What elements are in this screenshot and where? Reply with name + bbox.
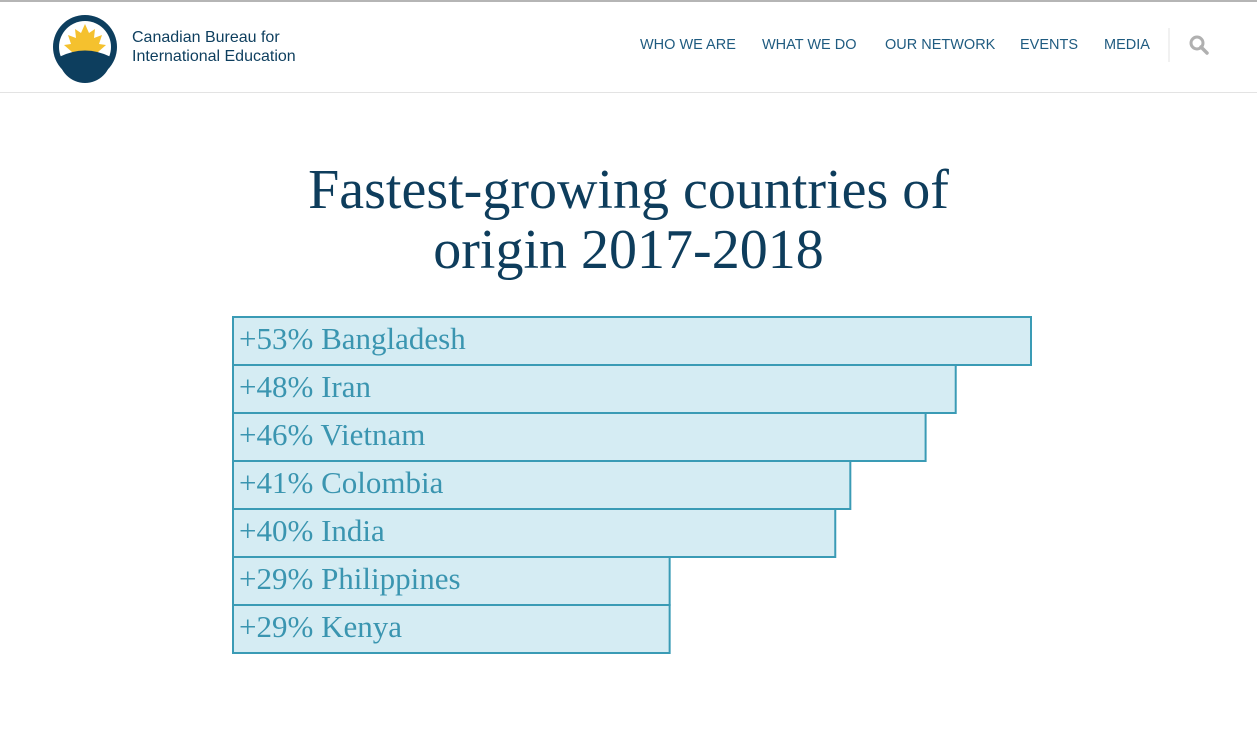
category-label: Colombia bbox=[321, 465, 444, 500]
nav-link[interactable]: EVENTS bbox=[1020, 37, 1078, 53]
bar-label: +41% Colombia bbox=[239, 465, 444, 500]
category-label: Vietnam bbox=[321, 417, 426, 452]
logo-base bbox=[59, 50, 111, 83]
bar-label: +29% Philippines bbox=[239, 561, 461, 596]
title-block: Fastest-growing countries of origin 2017… bbox=[0, 160, 1257, 280]
category-label: Iran bbox=[321, 369, 371, 404]
value-label: +46% bbox=[239, 417, 313, 452]
category-label: India bbox=[321, 513, 385, 548]
category-label: Bangladesh bbox=[321, 321, 466, 356]
category-label: Kenya bbox=[321, 609, 402, 644]
nav-link[interactable]: MEDIA bbox=[1104, 37, 1150, 53]
top-border bbox=[0, 0, 1257, 2]
bar bbox=[232, 412, 927, 462]
value-label: +40% bbox=[239, 513, 313, 548]
bar bbox=[232, 604, 671, 654]
chart: +53% Bangladesh+48% Iran+46% Vietnam+41%… bbox=[232, 316, 1032, 654]
chart-title: Fastest-growing countries of origin 2017… bbox=[308, 159, 949, 281]
value-label: +29% bbox=[239, 609, 313, 644]
nav-link[interactable]: OUR NETWORK bbox=[885, 37, 996, 53]
bar-label: +40% India bbox=[239, 513, 385, 548]
bar bbox=[232, 364, 957, 414]
bar bbox=[232, 556, 671, 606]
org-name: International Education bbox=[132, 48, 296, 65]
nav-link[interactable]: WHO WE ARE bbox=[640, 37, 736, 53]
bar bbox=[232, 508, 837, 558]
category-label: Philippines bbox=[321, 561, 461, 596]
search-icon[interactable] bbox=[1189, 35, 1209, 55]
nav-link[interactable]: WHAT WE DO bbox=[762, 37, 857, 53]
bar bbox=[232, 460, 852, 510]
value-label: +48% bbox=[239, 369, 313, 404]
value-label: +41% bbox=[239, 465, 313, 500]
value-label: +29% bbox=[239, 561, 313, 596]
search-handle bbox=[1199, 45, 1209, 55]
nav-bar: WHO WE ARE WHAT WE DO OUR NETWORK EVENTS MED… bbox=[640, 37, 1150, 53]
value-label: +53% bbox=[239, 321, 313, 356]
logo[interactable]: Canadian Bureau for International Educat… bbox=[53, 15, 296, 83]
maple-leaf bbox=[64, 24, 106, 52]
bar-label: +29% Kenya bbox=[239, 609, 402, 644]
bar-label: +53% Bangladesh bbox=[239, 321, 466, 356]
org-name: Canadian Bureau for bbox=[132, 29, 280, 46]
bar-label: +48% Iran bbox=[239, 369, 371, 404]
search-lens bbox=[1189, 35, 1205, 51]
bar-label: +46% Vietnam bbox=[239, 417, 425, 452]
site-header: Canadian Bureau for International Educat… bbox=[0, 15, 1257, 93]
